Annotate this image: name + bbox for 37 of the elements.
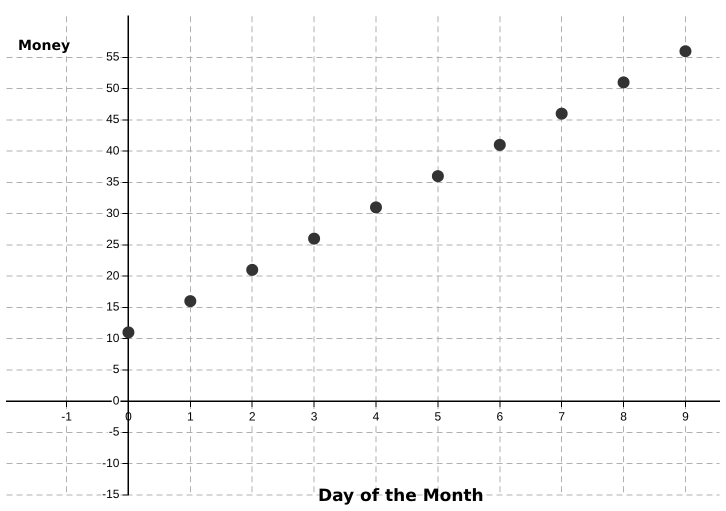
point bbox=[184, 295, 196, 308]
y-tick-label: 5 bbox=[112, 362, 120, 376]
y-tick-label: 45 bbox=[106, 112, 120, 126]
y-tick-label: 20 bbox=[106, 268, 120, 282]
x-axis-title: Day of the Month bbox=[318, 486, 484, 506]
y-tick-label: 25 bbox=[106, 237, 120, 252]
point bbox=[494, 138, 506, 151]
x-tick-label: 8 bbox=[620, 410, 628, 424]
x-tick-label: 4 bbox=[372, 410, 380, 424]
y-tick-label: 55 bbox=[106, 50, 120, 64]
point bbox=[432, 170, 444, 182]
x-tick-label: 7 bbox=[558, 410, 566, 424]
y-tick-label: 10 bbox=[106, 330, 120, 345]
y-tick-label: 0 bbox=[112, 393, 120, 408]
y-tick-label: 50 bbox=[106, 80, 120, 95]
x-tick-label: 6 bbox=[496, 410, 504, 424]
y-tick-label: 40 bbox=[106, 143, 120, 158]
y-tick-label: -5 bbox=[108, 424, 120, 439]
y-tick-label: 30 bbox=[106, 206, 120, 220]
x-tick-label: 2 bbox=[248, 410, 256, 424]
point bbox=[308, 232, 320, 245]
point bbox=[679, 45, 692, 58]
point bbox=[370, 201, 382, 214]
x-tick-label: 1 bbox=[186, 410, 194, 424]
point bbox=[618, 76, 630, 88]
y-tick-label: -15 bbox=[102, 487, 120, 502]
x-tick-label: -1 bbox=[61, 410, 72, 424]
x-tick-label: 5 bbox=[434, 410, 442, 424]
x-tick-label: 9 bbox=[682, 410, 690, 424]
x-tick-label: 3 bbox=[310, 410, 318, 424]
y-tick-label: 35 bbox=[106, 174, 120, 189]
y-tick-label: -10 bbox=[102, 456, 120, 470]
point bbox=[246, 264, 258, 276]
point bbox=[122, 326, 134, 338]
y-axis-title: Money bbox=[18, 38, 70, 54]
point bbox=[556, 108, 568, 120]
y-tick-label: 15 bbox=[106, 300, 120, 314]
